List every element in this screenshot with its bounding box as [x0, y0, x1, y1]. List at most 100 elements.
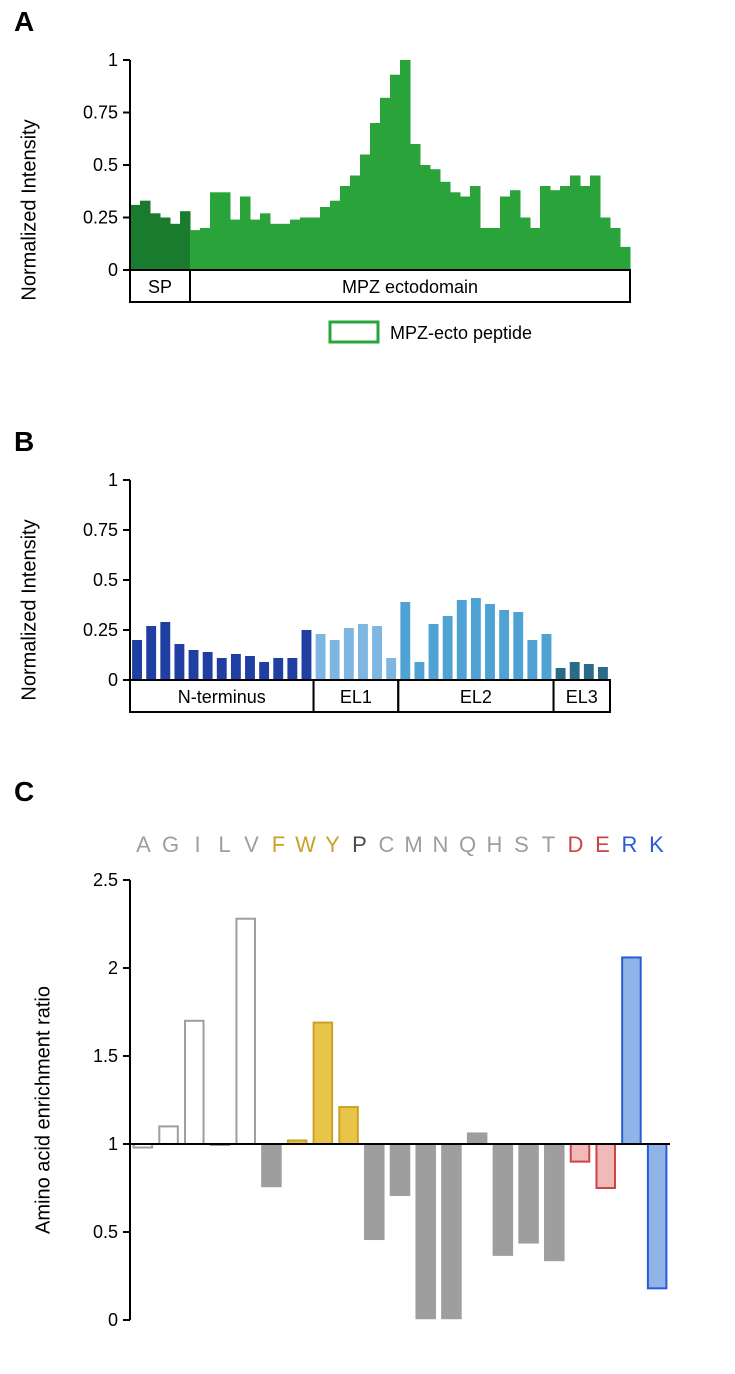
panel-c-aa-label: M: [404, 832, 422, 857]
panel-a-bar: [400, 60, 411, 270]
panel-c-aa-label: Y: [325, 832, 340, 857]
panel-b-region-label: EL2: [460, 687, 492, 707]
panel-c-bar: [571, 1144, 590, 1162]
panel-b-bar: [443, 616, 453, 680]
panel-c-aa-label: D: [568, 832, 584, 857]
panel-a-bar: [250, 220, 261, 270]
figure: A Normalized Intensity 00.250.50.751SPMP…: [0, 0, 735, 1374]
panel-a-bar: [240, 197, 251, 271]
panel-c-aa-label: C: [379, 832, 395, 857]
panel-c-bar: [468, 1133, 487, 1144]
panel-b-bar: [584, 664, 594, 680]
panel-b-bar: [217, 658, 227, 680]
panel-b-bar: [160, 622, 170, 680]
panel-a-bar: [310, 218, 321, 271]
panel-a-region-label: MPZ ectodomain: [342, 277, 478, 297]
panel-b-ytick-label: 1: [108, 470, 118, 490]
panel-a-bar: [280, 224, 291, 270]
panel-c-aa-label: T: [542, 832, 555, 857]
panel-a-ylabel: Normalized Intensity: [19, 119, 42, 300]
panel-a-bar: [190, 230, 201, 270]
panel-b-bar: [174, 644, 184, 680]
panel-b-ylabel: Normalized Intensity: [19, 519, 42, 700]
panel-a-bar: [180, 211, 191, 270]
panel-c-bar: [494, 1144, 513, 1255]
panel-a-bar: [460, 197, 471, 271]
panel-c-bar: [545, 1144, 564, 1260]
panel-c-bar: [416, 1144, 435, 1318]
panel-c-ytick-label: 2.5: [93, 870, 118, 890]
panel-a-bar: [570, 176, 581, 271]
panel-a-bar: [370, 123, 381, 270]
panel-a-bar: [350, 176, 361, 271]
panel-a-ytick-label: 0: [108, 260, 118, 280]
panel-a-chart: 00.250.50.751SPMPZ ectodomainMPZ-ecto pe…: [0, 0, 735, 420]
panel-b-bar: [302, 630, 312, 680]
panel-c-bar: [622, 957, 641, 1144]
panel-c-bar: [262, 1144, 281, 1186]
panel-c-aa-label: K: [649, 832, 664, 857]
panel-c-bar: [236, 919, 255, 1144]
panel-c-aa-label: P: [352, 832, 367, 857]
panel-c-ytick-label: 1: [108, 1134, 118, 1154]
panel-b-bar: [457, 600, 467, 680]
panel-a-region-label: SP: [148, 277, 172, 297]
panel-c-bar: [314, 1023, 333, 1144]
panel-b-region-label: EL1: [340, 687, 372, 707]
panel-b-bar: [372, 626, 382, 680]
panel-b-bar: [513, 612, 523, 680]
panel-b-bar: [231, 654, 241, 680]
panel-b-region-label: EL3: [566, 687, 598, 707]
panel-a-bar: [500, 197, 511, 271]
panel-a-ytick-label: 0.25: [83, 208, 118, 228]
panel-a-bar: [580, 186, 591, 270]
panel-a-bar: [160, 218, 171, 271]
panel-b-bar: [287, 658, 297, 680]
panel-a-bar: [260, 213, 271, 270]
panel-a-bar: [420, 165, 431, 270]
panel-c-ytick-label: 1.5: [93, 1046, 118, 1066]
panel-c-ytick-label: 0.5: [93, 1222, 118, 1242]
panel-c-label: C: [14, 776, 34, 808]
panel-a-bar: [610, 228, 621, 270]
panel-b-bar: [132, 640, 142, 680]
panel-a-bar: [130, 205, 141, 270]
panel-b-bar: [485, 604, 495, 680]
panel-a-bar: [520, 218, 531, 271]
panel-a-ytick-label: 0.5: [93, 155, 118, 175]
panel-b-bar: [471, 598, 481, 680]
panel-a-bar: [600, 218, 611, 271]
panel-c-aa-label: F: [272, 832, 285, 857]
panel-b-bar: [527, 640, 537, 680]
panel-c-aa-label: H: [487, 832, 503, 857]
panel-a-bar: [360, 155, 371, 271]
panel-a-bar: [140, 201, 151, 270]
panel-b-bar: [330, 640, 340, 680]
panel-a-bar: [340, 186, 351, 270]
panel-c-aa-label: N: [433, 832, 449, 857]
panel-a-bar: [320, 207, 331, 270]
panel-b-bar: [245, 656, 255, 680]
panel-a-bar: [200, 228, 211, 270]
panel-b-bar: [598, 667, 608, 680]
panel-b-bar: [273, 658, 283, 680]
panel-c-ytick-label: 2: [108, 958, 118, 978]
panel-c-aa-label: V: [244, 832, 259, 857]
panel-c: C Amino acid enrichment ratio AGILVFWYPC…: [0, 750, 735, 1374]
panel-b-ytick-label: 0: [108, 670, 118, 690]
panel-b-bar: [358, 624, 368, 680]
panel-b-chart: 00.250.50.751N-terminusEL1EL2EL3: [0, 420, 735, 750]
panel-a-bar: [230, 220, 241, 270]
panel-a-bar: [210, 192, 221, 270]
panel-a-bar: [510, 190, 521, 270]
panel-b-bar: [203, 652, 213, 680]
panel-c-aa-label: S: [514, 832, 529, 857]
panel-a-bar: [220, 192, 231, 270]
panel-a-bar: [430, 169, 441, 270]
panel-b-bar: [414, 662, 424, 680]
panel-a-legend-label: MPZ-ecto peptide: [390, 323, 532, 343]
panel-a-bar: [530, 228, 541, 270]
panel-a-bar: [270, 224, 281, 270]
panel-c-aa-label: I: [194, 832, 200, 857]
panel-c-bar: [519, 1144, 538, 1243]
